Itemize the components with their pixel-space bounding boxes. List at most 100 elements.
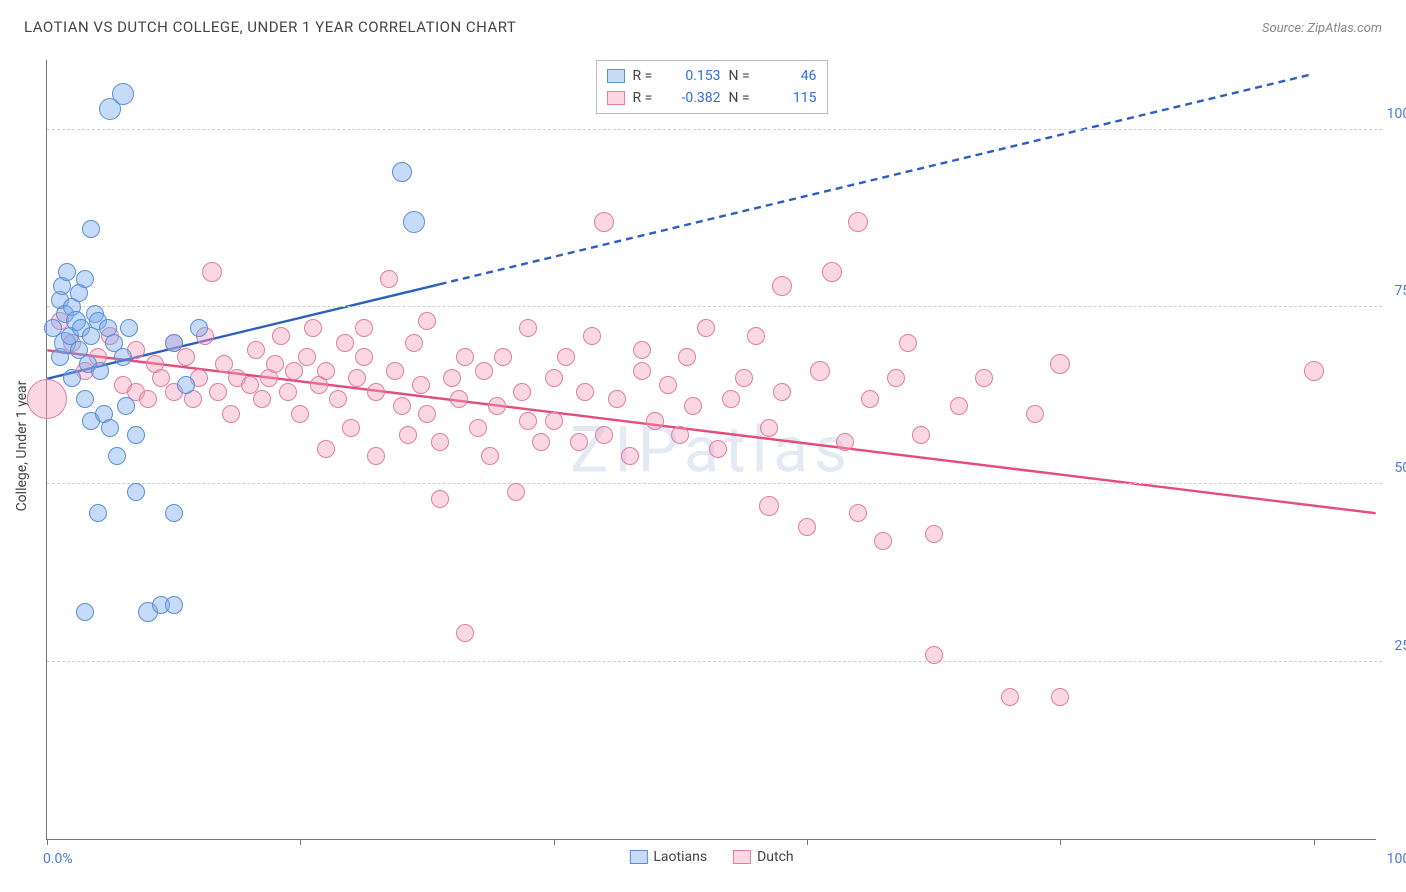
- scatter-point-laotians: [91, 362, 109, 380]
- scatter-point-dutch: [418, 312, 436, 330]
- scatter-point-dutch: [513, 383, 531, 401]
- x-tick: [47, 839, 48, 845]
- n-label: N =: [729, 68, 757, 84]
- scatter-point-dutch: [450, 390, 468, 408]
- scatter-point-dutch: [925, 525, 943, 543]
- scatter-point-dutch: [1026, 405, 1044, 423]
- scatter-point-dutch: [177, 348, 195, 366]
- scatter-point-dutch: [412, 376, 430, 394]
- r-label: R =: [633, 90, 661, 106]
- scatter-point-dutch: [222, 405, 240, 423]
- scatter-point-dutch: [849, 504, 867, 522]
- scatter-point-laotians: [403, 211, 425, 233]
- scatter-point-dutch: [304, 319, 322, 337]
- scatter-point-dutch: [760, 419, 778, 437]
- scatter-point-dutch: [1050, 354, 1070, 374]
- scatter-point-dutch: [298, 348, 316, 366]
- legend-swatch: [733, 850, 751, 864]
- scatter-point-laotians: [108, 447, 126, 465]
- scatter-point-dutch: [507, 483, 525, 501]
- gridline: [47, 306, 1382, 307]
- scatter-point-dutch: [209, 383, 227, 401]
- scatter-point-dutch: [494, 348, 512, 366]
- series-legend: LaotiansDutch: [629, 849, 793, 865]
- scatter-point-dutch: [342, 419, 360, 437]
- scatter-point-dutch: [822, 262, 842, 282]
- scatter-point-dutch: [380, 270, 398, 288]
- scatter-point-dutch: [570, 433, 588, 451]
- scatter-point-laotians: [165, 504, 183, 522]
- scatter-point-dutch: [1001, 688, 1019, 706]
- n-label: N =: [729, 90, 757, 106]
- scatter-point-dutch: [557, 348, 575, 366]
- scatter-point-dutch: [697, 319, 715, 337]
- scatter-point-dutch: [519, 319, 537, 337]
- x-tick: [807, 839, 808, 845]
- scatter-point-dutch: [798, 518, 816, 536]
- scatter-point-dutch: [285, 362, 303, 380]
- title-bar: LAOTIAN VS DUTCH COLLEGE, UNDER 1 YEAR C…: [24, 18, 1382, 36]
- n-value: 46: [765, 68, 817, 84]
- scatter-point-dutch: [443, 369, 461, 387]
- r-label: R =: [633, 68, 661, 84]
- x-tick: [554, 839, 555, 845]
- scatter-point-dutch: [678, 348, 696, 366]
- scatter-point-dutch: [519, 412, 537, 430]
- scatter-point-dutch: [646, 412, 664, 430]
- scatter-point-dutch: [475, 362, 493, 380]
- scatter-point-dutch: [481, 447, 499, 465]
- scatter-point-dutch: [671, 426, 689, 444]
- y-tick-label: 75.0%: [1394, 283, 1406, 299]
- scatter-point-dutch: [405, 334, 423, 352]
- scatter-point-laotians: [58, 263, 76, 281]
- scatter-point-dutch: [317, 440, 335, 458]
- scatter-point-dutch: [912, 426, 930, 444]
- scatter-point-dutch: [386, 362, 404, 380]
- scatter-point-dutch: [336, 334, 354, 352]
- n-value: 115: [765, 90, 817, 106]
- scatter-point-dutch: [583, 327, 601, 345]
- scatter-point-laotians: [82, 220, 100, 238]
- scatter-point-laotians: [190, 319, 208, 337]
- scatter-point-dutch: [747, 327, 765, 345]
- scatter-point-laotians: [89, 504, 107, 522]
- scatter-point-dutch: [659, 376, 677, 394]
- scatter-point-dutch: [202, 262, 222, 282]
- scatter-point-dutch: [367, 447, 385, 465]
- scatter-point-dutch: [950, 397, 968, 415]
- scatter-point-dutch: [1304, 361, 1324, 381]
- scatter-point-dutch: [621, 447, 639, 465]
- r-value: -0.382: [669, 90, 721, 106]
- scatter-point-dutch: [874, 532, 892, 550]
- x-tick-label: 100.0%: [1387, 851, 1406, 867]
- scatter-point-dutch: [633, 362, 651, 380]
- scatter-point-dutch: [545, 369, 563, 387]
- scatter-point-laotians: [63, 369, 81, 387]
- scatter-point-dutch: [861, 390, 879, 408]
- scatter-point-dutch: [329, 390, 347, 408]
- scatter-point-dutch: [266, 355, 284, 373]
- scatter-point-laotians: [165, 334, 183, 352]
- scatter-point-laotians: [392, 162, 412, 182]
- gridline: [47, 483, 1382, 484]
- scatter-point-dutch: [367, 383, 385, 401]
- scatter-point-dutch: [709, 440, 727, 458]
- scatter-point-dutch: [595, 426, 613, 444]
- chart-title: LAOTIAN VS DUTCH COLLEGE, UNDER 1 YEAR C…: [24, 18, 516, 36]
- scatter-point-laotians: [101, 419, 119, 437]
- x-tick: [1060, 839, 1061, 845]
- scatter-point-dutch: [532, 433, 550, 451]
- scatter-point-dutch: [355, 319, 373, 337]
- scatter-point-dutch: [393, 397, 411, 415]
- scatter-point-dutch: [279, 383, 297, 401]
- scatter-point-dutch: [608, 390, 626, 408]
- scatter-point-dutch: [772, 276, 792, 296]
- x-tick-label: 0.0%: [43, 851, 73, 867]
- scatter-point-dutch: [469, 419, 487, 437]
- scatter-point-laotians: [76, 603, 94, 621]
- scatter-point-dutch: [399, 426, 417, 444]
- scatter-point-dutch: [456, 624, 474, 642]
- scatter-point-laotians: [120, 319, 138, 337]
- scatter-point-dutch: [431, 433, 449, 451]
- scatter-point-dutch: [139, 390, 157, 408]
